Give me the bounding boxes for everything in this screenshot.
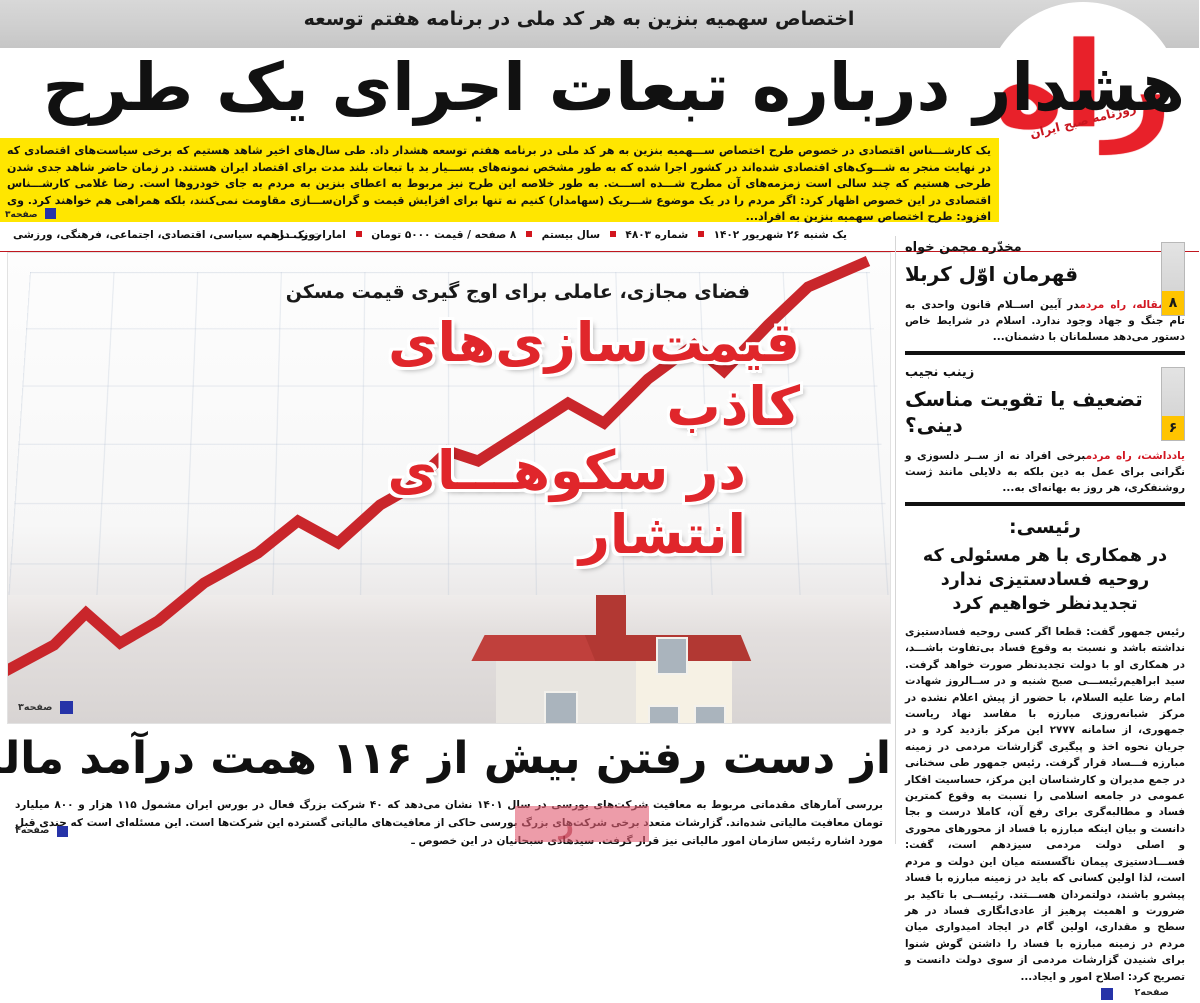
sidebar-byline: زینب نجیب — [906, 365, 976, 380]
page-tab-number: ۶ — [1163, 416, 1185, 440]
photo-story-headline[interactable]: قیمت‌سازی‌های کاذب در سکوهـــای انتشار — [241, 311, 803, 567]
bottom-story-headline-area: از دست رفتن بیش از ۱۱۶ همت درآمد مالیاتی… — [0, 728, 894, 790]
watermark-overlay — [516, 806, 650, 842]
sidebar-lead: سـرمقاله، راه مردمدر آیین اســلام قانون … — [906, 297, 1186, 345]
sidebar-headline[interactable]: تضعیف یا تقویت مناسک دینی؟ — [906, 387, 1144, 437]
lead-page-ref[interactable]: صفحه۳ — [6, 210, 39, 220]
foreign-price: امارات یک درهم — [263, 229, 347, 241]
photo-headline-line2: در سکوهـــای انتشار — [388, 439, 749, 566]
sidebar-headline[interactable]: قهرمان اوّل کربلا — [906, 262, 1080, 286]
square-bullet-icon — [526, 231, 533, 237]
house-window — [545, 691, 579, 723]
sidebar-item-editorial[interactable]: مخدّره مجمن خواه ۸ قهرمان اوّل کربلا سـر… — [906, 240, 1186, 355]
house-window — [657, 637, 689, 675]
house-window — [695, 705, 727, 723]
logo-disc — [986, 2, 1182, 198]
page-tab[interactable]: ۶ — [1162, 367, 1186, 441]
sidebar-lead-text: برخی افراد نه از ســر دلسوزی و نگرانی بر… — [906, 450, 1186, 494]
sidebar-feature-story[interactable]: رئیسی: در همکاری با هر مسئولی که روحیه ف… — [906, 516, 1186, 1003]
banner-headline[interactable]: هشدار درباره تبعات اجرای یک طرح — [43, 49, 1188, 126]
square-bullet-icon — [356, 231, 363, 237]
sidebar-lead-tag: سـرمقاله، راه مردم — [1080, 299, 1186, 311]
sidebar-byline: مخدّره مجمن خواه — [906, 240, 1023, 255]
photo-story-kicker: فضای مجازی، عاملی برای اوج گیری قیمت مسک… — [286, 281, 752, 303]
right-sidebar: مخدّره مجمن خواه ۸ قهرمان اوّل کربلا سـر… — [900, 240, 1192, 1000]
photo-page-ref[interactable]: صفحه۳ — [19, 702, 54, 713]
house-window — [649, 705, 681, 723]
sidebar-lead-tag: یادداشت، راه مردم — [1086, 450, 1186, 462]
square-bullet-icon — [610, 231, 617, 237]
sidebar-lead-text: در آیین اســلام قانون واحدی به نام جنگ و… — [906, 299, 1186, 343]
bottom-page-ref[interactable]: صفحه۴ — [16, 825, 51, 836]
sidebar-rule — [906, 502, 1186, 506]
feature-body: رئیس جمهور گفت: قطعا اگر کسی روحیه فسادس… — [906, 626, 1186, 983]
info-bar: یک شنبه ۲۶ شهریور ۱۴۰۲ شماره ۴۸۰۳ سال بی… — [0, 225, 1200, 252]
top-kicker-text: اختصاص سهمیه بنزین به هر کد ملی در برنام… — [304, 8, 856, 30]
price-trend-line — [9, 255, 872, 677]
page-tab-number: ۸ — [1163, 291, 1185, 315]
masthead-logo[interactable]: راه مردم روزنامه صبح ایران — [970, 0, 1196, 216]
sidebar-rule — [906, 351, 1186, 355]
lead-page-marker — [46, 208, 57, 219]
watermark-text: ر — [560, 810, 575, 840]
sidebar-item-note[interactable]: زینب نجیب ۶ تضعیف یا تقویت مناسک دینی؟ ی… — [906, 365, 1186, 506]
info-bar-right: یک شنبه ۲۶ شهریور ۱۴۰۲ شماره ۴۸۰۳ سال بی… — [264, 229, 848, 241]
feature-footer: صفحه۲ — [906, 987, 1186, 1003]
paper-descriptor: روزنــــامـــه سیاسی، اقتصادی، اجتماعی، … — [14, 229, 322, 241]
lead-summary-text: یک کارشـــناس اقتصادی در خصوص طرح اختصاص… — [8, 144, 992, 224]
top-kicker-strip: اختصاص سهمیه بنزین به هر کد ملی در برنام… — [0, 0, 1200, 48]
bottom-story-body: بررسی آمارهای مقدماتی مربوط به معافیت شر… — [16, 799, 884, 847]
feature-page-marker — [1102, 987, 1114, 1000]
feature-kicker: رئیسی: — [1010, 516, 1082, 538]
feature-headline[interactable]: در همکاری با هر مسئولی که روحیه فسادستیز… — [923, 546, 1169, 614]
photo-headline-line1: قیمت‌سازی‌های کاذب — [389, 311, 803, 438]
sidebar-divider — [896, 236, 897, 844]
bottom-story-body-area: بررسی آمارهای مقدماتی مربوط به معافیت شر… — [8, 794, 892, 847]
lead-photo[interactable]: فضای مجازی، عاملی برای اوج گیری قیمت مسک… — [8, 252, 892, 724]
lead-summary-box: یک کارشـــناس اقتصادی در خصوص طرح اختصاص… — [0, 138, 1000, 223]
issue-number: شماره ۴۸۰۳ — [626, 229, 690, 241]
masthead-title: راه مردم — [970, 16, 1196, 216]
issue-date: یک شنبه ۲۶ شهریور ۱۴۰۲ — [714, 229, 848, 241]
bottom-story-headline[interactable]: از دست رفتن بیش از ۱۱۶ همت درآمد مالیاتی… — [0, 733, 894, 784]
bottom-page-marker — [58, 826, 69, 837]
square-bullet-icon — [698, 231, 705, 237]
pages-and-price: ۸ صفحه / قیمت ۵۰۰۰ تومان — [372, 229, 518, 241]
issue-year: سال بیستم — [542, 229, 602, 241]
feature-page-ref[interactable]: صفحه۲ — [1135, 986, 1170, 998]
sidebar-lead: یادداشت، راه مردمبرخی افراد نه از ســر د… — [906, 448, 1186, 496]
photo-page-marker — [61, 701, 74, 714]
banner-headline-area: هشدار درباره تبعات اجرای یک طرح — [43, 42, 1200, 134]
page-tab[interactable]: ۸ — [1162, 242, 1186, 316]
